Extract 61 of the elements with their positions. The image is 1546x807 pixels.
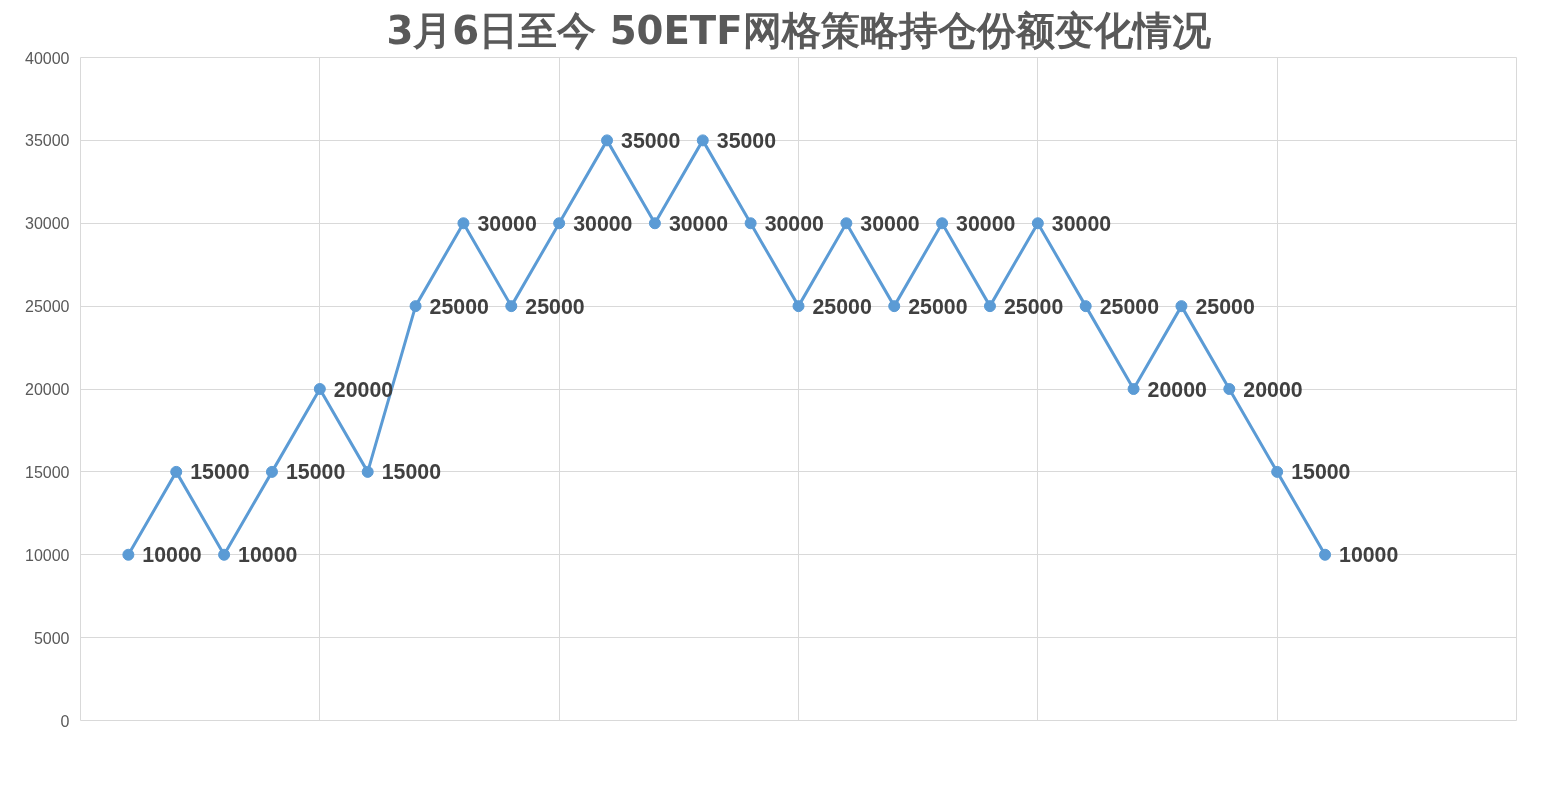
point	[840, 217, 853, 230]
point	[122, 548, 135, 561]
point	[792, 300, 805, 313]
point	[313, 383, 326, 395]
data-label: 10000	[142, 543, 202, 568]
point	[361, 465, 374, 478]
data-label: 30000	[956, 211, 1016, 236]
point	[1031, 217, 1044, 230]
data-label: 20000	[1147, 377, 1207, 402]
data-label: 20000	[1243, 377, 1303, 402]
data-label: 35000	[716, 128, 777, 153]
point	[648, 217, 661, 230]
point	[1079, 300, 1092, 313]
point	[1127, 383, 1140, 395]
data-label: 30000	[764, 211, 824, 236]
point	[218, 548, 231, 561]
chart-title: 3月6日至今 50ETF网格策略持仓份额变化情况	[386, 7, 1211, 53]
y-tick-label: 30000	[25, 215, 70, 233]
point	[457, 217, 470, 230]
data-label: 25000	[1003, 294, 1064, 319]
data-label: 30000	[860, 211, 920, 236]
point	[936, 217, 949, 230]
y-tick-label: 35000	[25, 132, 70, 150]
y-tick-label: 40000	[25, 49, 70, 67]
y-tick-label: 15000	[25, 463, 70, 481]
point	[1319, 548, 1332, 561]
data-label: 15000	[285, 460, 346, 485]
point	[1175, 300, 1188, 313]
data-label: 30000	[573, 211, 633, 236]
y-tick-label: 25000	[25, 298, 70, 316]
data-label: 10000	[1339, 543, 1399, 568]
y-tick-label: 20000	[25, 381, 70, 398]
data-label: 35000	[621, 128, 681, 153]
y-tick-label: 0	[60, 712, 70, 730]
point	[601, 134, 614, 147]
point	[1223, 383, 1236, 395]
data-label: 30000	[477, 211, 537, 236]
point	[1271, 465, 1284, 478]
data-label: 25000	[525, 294, 585, 319]
point	[744, 217, 757, 230]
point	[265, 465, 278, 478]
data-label: 25000	[812, 294, 872, 319]
y-tick-label: 10000	[25, 546, 70, 564]
point	[505, 300, 518, 313]
point	[983, 300, 996, 313]
data-label: 15000	[1291, 460, 1351, 485]
data-label: 25000	[908, 294, 968, 319]
point	[409, 300, 422, 313]
data-label: 25000	[1099, 294, 1160, 319]
point	[170, 465, 183, 478]
data-label: 30000	[1051, 211, 1112, 236]
data-label: 25000	[429, 294, 489, 319]
point	[696, 134, 709, 147]
data-label: 25000	[1195, 294, 1255, 319]
y-tick-label: 5000	[33, 629, 70, 647]
point	[553, 217, 566, 230]
data-label: 10000	[238, 543, 298, 568]
data-label: 30000	[668, 211, 729, 236]
point	[888, 300, 901, 313]
data-label: 15000	[190, 460, 250, 485]
data-label: 15000	[381, 460, 442, 485]
